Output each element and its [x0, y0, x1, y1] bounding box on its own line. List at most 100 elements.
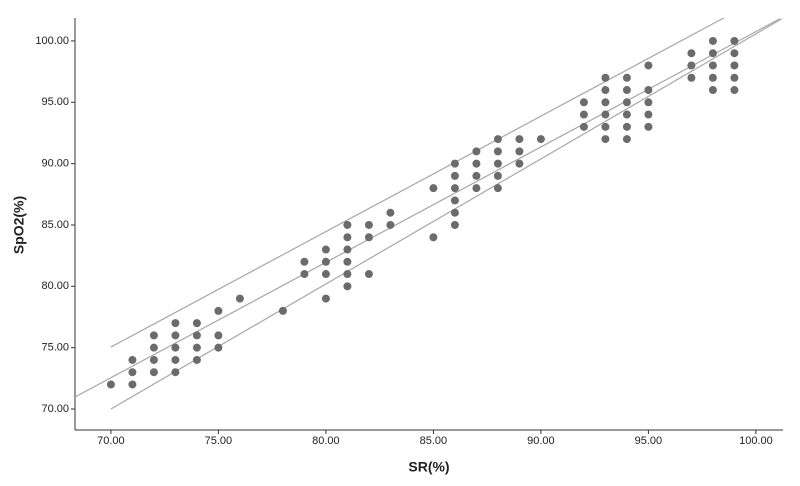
- point: [579, 110, 588, 119]
- point: [450, 196, 459, 205]
- point: [622, 86, 631, 95]
- point: [386, 208, 395, 217]
- point: [128, 380, 137, 389]
- point: [171, 355, 180, 364]
- point: [321, 294, 330, 303]
- point: [472, 171, 481, 180]
- point: [644, 122, 653, 131]
- point: [515, 135, 524, 144]
- point: [644, 110, 653, 119]
- point: [579, 122, 588, 131]
- point: [515, 159, 524, 168]
- point: [149, 343, 158, 352]
- point: [343, 233, 352, 242]
- point: [450, 208, 459, 217]
- point: [579, 98, 588, 107]
- y-tick-label: 80.00: [41, 280, 69, 292]
- point: [687, 49, 696, 58]
- point: [450, 159, 459, 168]
- point: [493, 135, 502, 144]
- point: [214, 306, 223, 315]
- point: [214, 331, 223, 340]
- point: [171, 368, 180, 377]
- point: [300, 270, 309, 279]
- point: [364, 220, 373, 229]
- point: [450, 171, 459, 180]
- point: [472, 184, 481, 193]
- point: [622, 73, 631, 82]
- point: [472, 159, 481, 168]
- point: [493, 184, 502, 193]
- point: [687, 61, 696, 70]
- point: [235, 294, 244, 303]
- fit-line: [74, 18, 780, 398]
- point: [644, 86, 653, 95]
- point: [192, 331, 201, 340]
- point: [429, 184, 438, 193]
- point: [429, 233, 438, 242]
- point: [192, 343, 201, 352]
- point: [450, 184, 459, 193]
- point: [171, 331, 180, 340]
- point: [601, 135, 610, 144]
- y-tick-label: 90.00: [41, 158, 69, 170]
- point: [493, 159, 502, 168]
- point: [343, 282, 352, 291]
- point: [708, 86, 717, 95]
- point: [601, 86, 610, 95]
- point: [300, 257, 309, 266]
- point: [730, 61, 739, 70]
- point: [601, 98, 610, 107]
- point: [622, 135, 631, 144]
- point: [708, 73, 717, 82]
- x-tick-label: 70.00: [97, 435, 125, 447]
- point: [515, 147, 524, 156]
- point: [321, 270, 330, 279]
- point: [536, 135, 545, 144]
- y-tick-label: 85.00: [41, 219, 69, 231]
- point: [708, 36, 717, 45]
- point: [386, 220, 395, 229]
- point: [343, 257, 352, 266]
- point: [321, 257, 330, 266]
- fit-line: [110, 18, 783, 410]
- point: [730, 86, 739, 95]
- y-tick-label: 95.00: [41, 96, 69, 108]
- point: [493, 171, 502, 180]
- y-tick-label: 70.00: [41, 403, 69, 415]
- point: [106, 380, 115, 389]
- point: [730, 36, 739, 45]
- y-axis-title: SpO2(%): [11, 196, 27, 254]
- y-tick-label: 75.00: [41, 342, 69, 354]
- point: [364, 270, 373, 279]
- y-tick-label: 100.00: [35, 35, 69, 47]
- point: [364, 233, 373, 242]
- x-tick-label: 95.00: [635, 435, 663, 447]
- point: [601, 73, 610, 82]
- point: [278, 306, 287, 315]
- point: [730, 49, 739, 58]
- x-tick-label: 100.00: [739, 435, 773, 447]
- point: [708, 49, 717, 58]
- point: [601, 122, 610, 131]
- point: [644, 61, 653, 70]
- point: [644, 98, 653, 107]
- point: [493, 147, 502, 156]
- point: [128, 355, 137, 364]
- point: [149, 331, 158, 340]
- point: [622, 122, 631, 131]
- point: [708, 61, 717, 70]
- point: [192, 319, 201, 328]
- point: [171, 343, 180, 352]
- point: [171, 319, 180, 328]
- point: [321, 245, 330, 254]
- point: [622, 98, 631, 107]
- point: [472, 147, 481, 156]
- point: [343, 270, 352, 279]
- point: [128, 368, 137, 377]
- x-tick-label: 80.00: [312, 435, 340, 447]
- point: [730, 73, 739, 82]
- fit-line: [110, 17, 724, 348]
- x-tick-label: 75.00: [205, 435, 233, 447]
